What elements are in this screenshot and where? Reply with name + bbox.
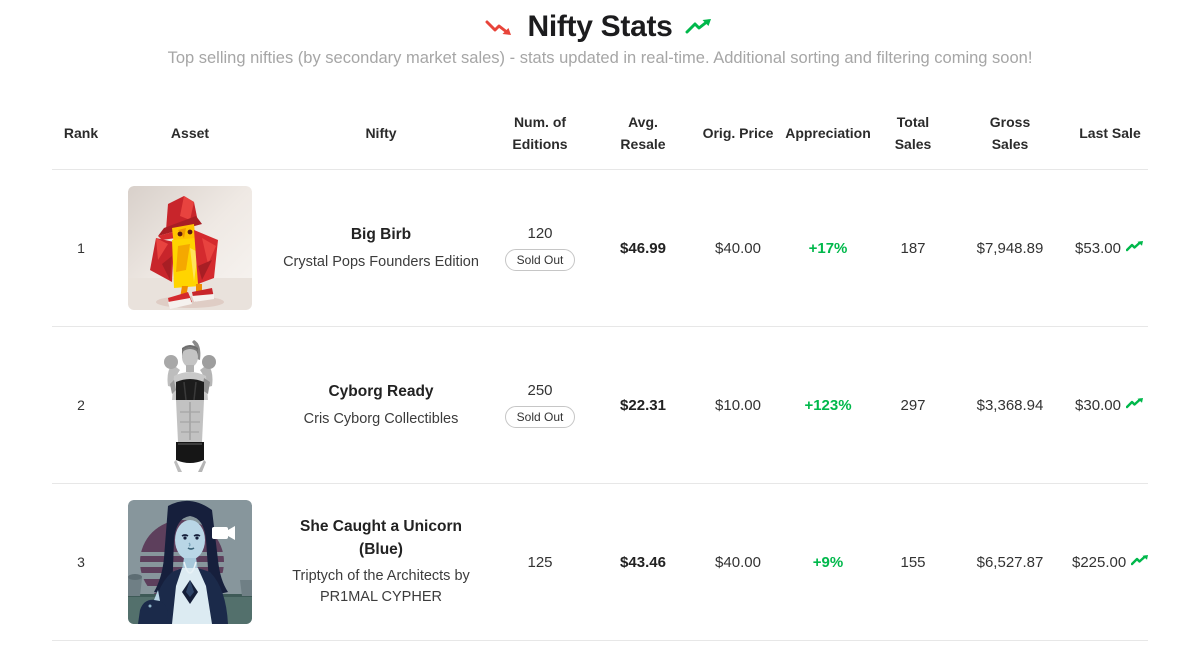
nifty-name[interactable]: Big Birb <box>350 226 412 244</box>
sold-out-badge: Sold Out <box>504 249 576 272</box>
avg-resale-value: $22.31 <box>620 396 666 414</box>
appreciation-value: +17% <box>808 239 848 257</box>
page-subtitle: Top selling nifties (by secondary market… <box>167 49 1033 67</box>
column-header-asset: Asset <box>170 124 210 141</box>
total-sales-value: 187 <box>900 239 926 257</box>
nifty-name[interactable]: She Caught a Unicorn (Blue) <box>300 518 462 558</box>
nifty-collection: Cris Cyborg Collectibles <box>303 410 459 427</box>
appreciation-value: +9% <box>812 553 844 571</box>
trend-up-icon <box>1125 397 1145 414</box>
cyborg-ready-artwork[interactable] <box>148 338 232 473</box>
column-header-gross-sales: Gross Sales <box>989 114 1031 152</box>
last-sale-value: $225.00 <box>1072 553 1127 571</box>
rank-value: 3 <box>77 554 85 571</box>
nifty-collection: Crystal Pops Founders Edition <box>283 253 479 270</box>
trend-down-icon <box>485 17 515 37</box>
appreciation-value: +123% <box>804 396 852 414</box>
column-header-nifty: Nifty <box>365 124 397 141</box>
page-header: Nifty Stats Top selling nifties (by seco… <box>0 0 1200 68</box>
orig-price-value: $40.00 <box>715 553 761 571</box>
stats-table: Rank Asset Nifty Num. of Editions Avg. R… <box>52 102 1150 642</box>
column-header-rank: Rank <box>63 124 99 141</box>
gross-sales-value: $3,368.94 <box>976 396 1044 414</box>
editions-count: 250 <box>527 382 553 400</box>
column-header-editions: Num. of Editions <box>512 114 568 152</box>
nifty-collection: Triptych of the Architects by PR1MAL CYP… <box>292 568 470 606</box>
gross-sales-value: $7,948.89 <box>976 239 1044 257</box>
avg-resale-value: $43.46 <box>620 553 666 571</box>
last-sale-value: $30.00 <box>1075 396 1121 414</box>
rank-value: 2 <box>77 397 85 414</box>
nifty-name[interactable]: Cyborg Ready <box>328 383 434 401</box>
column-header-total-sales: Total Sales <box>894 114 932 152</box>
last-sale-value: $53.00 <box>1075 239 1121 257</box>
total-sales-value: 155 <box>900 553 926 571</box>
column-header-appreciation: Appreciation <box>785 124 871 141</box>
avg-resale-value: $46.99 <box>620 239 666 257</box>
trend-up-icon <box>1131 554 1150 571</box>
table-header-row: Rank Asset Nifty Num. of Editions Avg. R… <box>52 102 1148 171</box>
table-row[interactable]: 3 <box>52 484 1150 642</box>
editions-count: 125 <box>527 553 553 571</box>
column-header-last-sale: Last Sale <box>1079 124 1141 141</box>
table-row[interactable]: 1 <box>52 170 1148 328</box>
column-header-orig-price: Orig. Price <box>702 124 774 141</box>
trend-up-icon <box>685 17 715 37</box>
column-header-avg-resale: Avg. Resale <box>620 114 666 152</box>
gross-sales-value: $6,527.87 <box>976 553 1044 571</box>
trend-up-icon <box>1125 240 1145 257</box>
rank-value: 1 <box>77 240 85 257</box>
table-row[interactable]: 2 <box>52 327 1148 485</box>
page-title: Nifty Stats <box>527 10 673 43</box>
total-sales-value: 297 <box>900 396 926 414</box>
big-birb-artwork[interactable] <box>128 186 252 311</box>
she-caught-a-unicorn-blue-artwork[interactable] <box>128 500 252 625</box>
editions-count: 120 <box>527 225 553 243</box>
orig-price-value: $40.00 <box>715 239 761 257</box>
sold-out-badge: Sold Out <box>504 406 576 429</box>
orig-price-value: $10.00 <box>715 396 761 414</box>
